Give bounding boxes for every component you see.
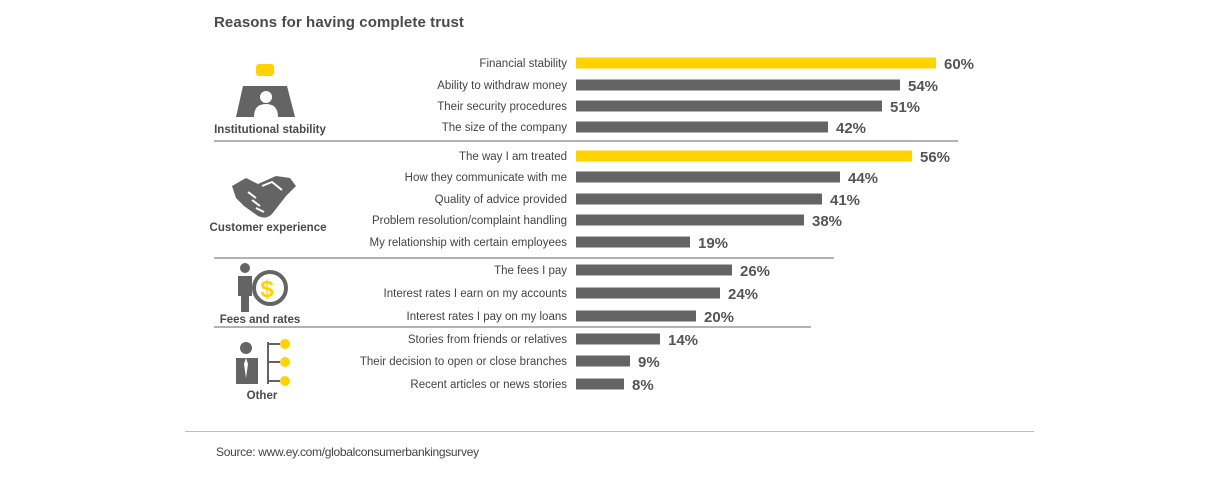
institution-icon <box>236 64 295 117</box>
value-label: 20% <box>704 309 734 326</box>
bar <box>576 236 690 248</box>
handshake-icon <box>232 176 296 218</box>
category-label: Interest rates I pay on my loans <box>407 311 568 323</box>
bar <box>576 79 900 91</box>
bar <box>576 333 660 345</box>
group-label: Institutional stability <box>214 124 326 136</box>
bar <box>576 287 720 299</box>
bar <box>576 57 936 69</box>
value-label: 14% <box>668 332 698 349</box>
svg-text:$: $ <box>260 276 274 303</box>
source-note: Source: www.ey.com/globalconsumerbanking… <box>216 445 479 459</box>
chart-title: Reasons for having complete trust <box>214 14 465 31</box>
source-divider <box>185 431 1034 432</box>
category-label: Recent articles or news stories <box>410 379 567 391</box>
value-label: 24% <box>728 286 758 303</box>
category-label: Ability to withdraw money <box>437 80 567 92</box>
value-label: 54% <box>908 78 938 95</box>
value-label: 38% <box>812 213 842 230</box>
value-label: 19% <box>698 235 728 252</box>
value-label: 9% <box>638 354 660 371</box>
bar <box>576 378 624 390</box>
category-label: The way I am treated <box>459 151 567 163</box>
value-label: 26% <box>740 263 770 280</box>
bar <box>576 193 822 205</box>
value-label: 8% <box>632 377 654 394</box>
bar <box>576 150 912 162</box>
bar <box>576 355 630 367</box>
bar <box>576 214 804 226</box>
bar <box>576 310 696 322</box>
group-label: Other <box>247 390 278 402</box>
category-label: Stories from friends or relatives <box>408 334 567 346</box>
group-label: Fees and rates <box>220 314 301 326</box>
bar <box>576 264 732 276</box>
category-label: Quality of advice provided <box>435 194 567 206</box>
person-dollar-icon: $ <box>238 263 288 312</box>
category-label: Problem resolution/complaint handling <box>372 215 567 227</box>
value-label: 56% <box>920 149 950 166</box>
value-label: 41% <box>830 192 860 209</box>
category-label: Their security procedures <box>437 101 567 113</box>
value-label: 60% <box>944 56 974 73</box>
category-label: How they communicate with me <box>405 172 567 184</box>
category-label: My relationship with certain employees <box>369 237 567 249</box>
bar <box>576 171 840 183</box>
category-label: The fees I pay <box>494 265 567 277</box>
group-label: Customer experience <box>210 222 327 234</box>
bar <box>576 100 882 112</box>
category-label: Financial stability <box>479 58 567 70</box>
bar-chart: Financial stability 60% Ability to withdra… <box>210 56 975 402</box>
person-options-icon <box>236 339 290 386</box>
bar <box>576 121 828 133</box>
category-label: The size of the company <box>442 122 568 134</box>
value-label: 42% <box>836 120 866 137</box>
value-label: 51% <box>890 99 920 116</box>
category-label: Their decision to open or close branches <box>360 356 567 368</box>
category-label: Interest rates I earn on my accounts <box>384 288 568 300</box>
value-label: 44% <box>848 170 878 187</box>
